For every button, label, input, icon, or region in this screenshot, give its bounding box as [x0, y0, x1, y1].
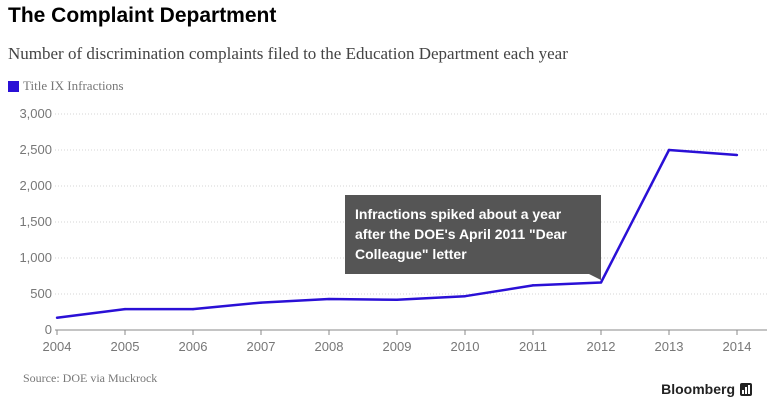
- bar-chart-icon: [740, 382, 752, 396]
- data-point: [55, 316, 59, 319]
- axes: [55, 329, 767, 335]
- x-tick-label: 2010: [451, 339, 480, 354]
- chart-title: The Complaint Department: [8, 4, 277, 27]
- legend-swatch: [8, 80, 19, 92]
- source-note: Source: DOE via Muckrock: [23, 371, 158, 385]
- x-tick-label: 2007: [247, 339, 276, 354]
- y-tick-label: 2,000: [19, 178, 52, 193]
- x-tick-label: 2005: [111, 339, 140, 354]
- x-tick-label: 2004: [43, 339, 72, 354]
- series-layer: [55, 148, 739, 320]
- tick-labels: 0 500 1,000 1,500 2,000 2,500 3,000 2004 2005 200…: [19, 106, 751, 354]
- x-tick-label: 2006: [179, 339, 208, 354]
- y-tick-label: 500: [30, 286, 52, 301]
- x-tick-label: 2009: [383, 339, 412, 354]
- chart-subtitle: Number of discrimination complaints file…: [8, 44, 568, 63]
- data-point: [531, 284, 535, 287]
- x-tick-label: 2014: [723, 339, 752, 354]
- brand-logo: Bloomberg: [661, 381, 752, 397]
- legend-label: Title IX Infractions: [23, 78, 124, 93]
- y-tick-label: 1,000: [19, 250, 52, 265]
- x-tick-label: 2011: [519, 339, 547, 354]
- annotation-text: Infractions spiked about a year after th…: [355, 206, 567, 262]
- x-tick-label: 2008: [315, 339, 344, 354]
- y-tick-label: 1,500: [19, 214, 52, 229]
- data-point: [735, 153, 739, 157]
- y-tick-label: 3,000: [19, 106, 52, 121]
- data-point: [191, 307, 195, 311]
- data-point: [667, 148, 671, 152]
- data-point: [463, 294, 467, 298]
- data-point: [123, 307, 127, 311]
- data-point: [395, 298, 399, 301]
- data-point: [599, 281, 603, 284]
- y-tick-label: 0: [45, 322, 52, 337]
- annotation-callout: Infractions spiked about a year after th…: [345, 195, 601, 274]
- x-tick-label: 2012: [587, 339, 616, 354]
- brand-name: Bloomberg: [661, 381, 735, 397]
- data-point: [327, 297, 331, 301]
- x-tick-label: 2013: [655, 339, 684, 354]
- data-point: [259, 301, 263, 304]
- y-tick-label: 2,500: [19, 142, 52, 157]
- annotation-pointer: [589, 274, 601, 280]
- legend: Title IX Infractions: [8, 78, 124, 94]
